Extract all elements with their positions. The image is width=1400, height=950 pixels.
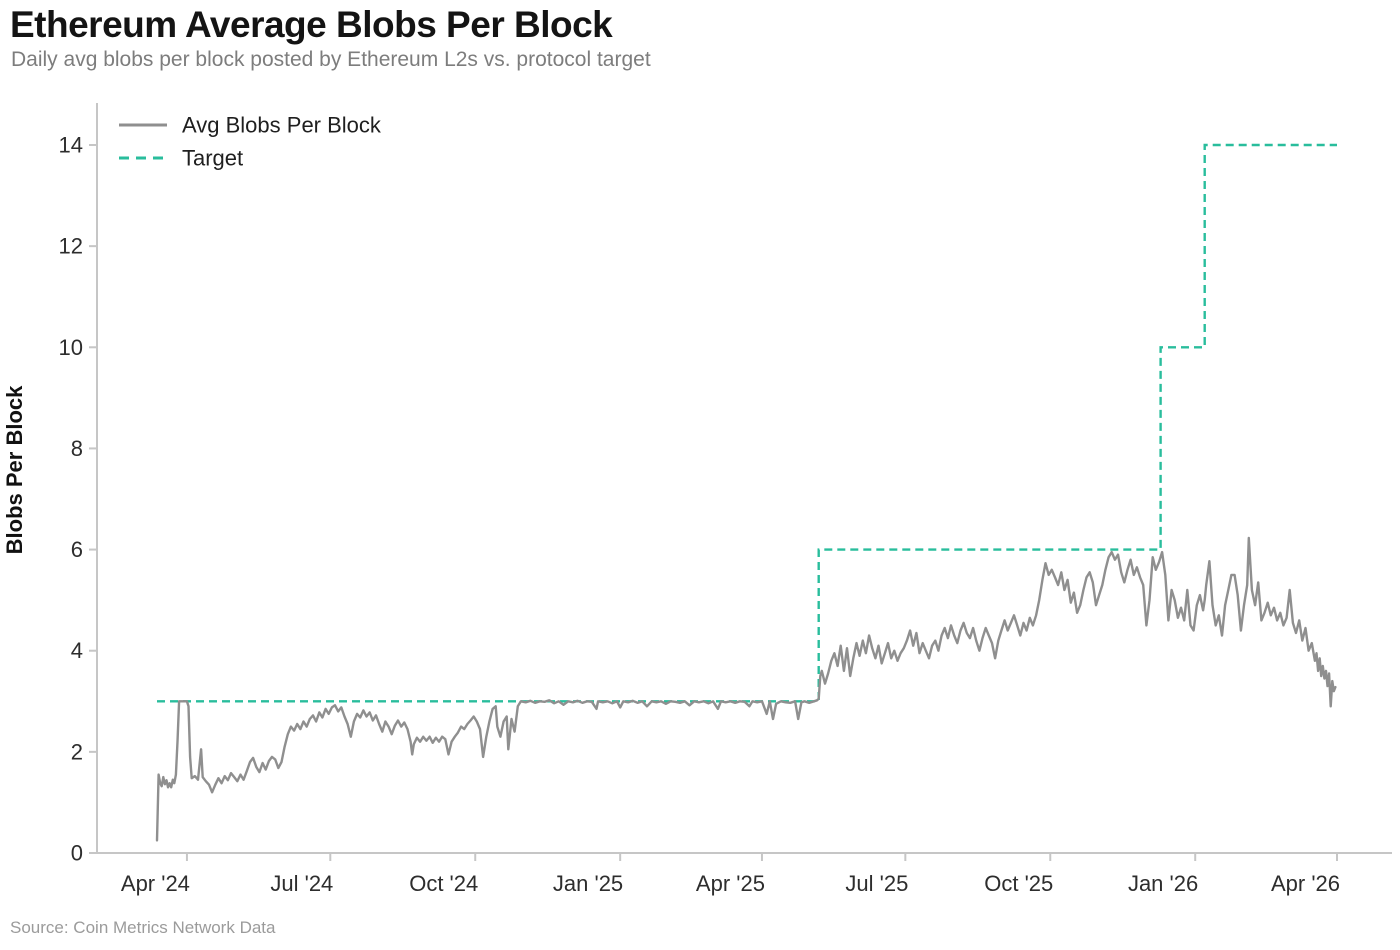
x-tick-label: Apr '26 [1271, 871, 1340, 896]
chart-legend: Avg Blobs Per Block Target [119, 113, 382, 171]
target-line [157, 143, 1337, 703]
legend-avg-label: Avg Blobs Per Block [182, 113, 382, 138]
y-tick-label: 2 [71, 739, 83, 764]
page-subtitle: Daily avg blobs per block posted by Ethe… [11, 48, 651, 71]
x-tick-label: Jan '26 [1128, 871, 1198, 896]
y-tick-label: 4 [71, 638, 83, 663]
legend-target-label: Target [182, 146, 243, 171]
x-tick-label: Apr '24 [121, 871, 190, 896]
series-layer [155, 143, 1337, 842]
y-axis-title: Blobs Per Block [2, 385, 27, 554]
source-note: Source: Coin Metrics Network Data [10, 918, 276, 937]
axes-layer: 0 2 4 6 8 10 12 14 Apr '24 Jul '24 Oct '24 Jan '25 A… [59, 103, 1392, 896]
x-tick-label: Apr '25 [696, 871, 765, 896]
x-tick-label: Oct '24 [409, 871, 478, 896]
x-tick-label: Oct '25 [984, 871, 1053, 896]
x-tick-label: Jul '24 [270, 871, 333, 896]
y-tick-label: 12 [59, 234, 83, 259]
y-tick-label: 6 [71, 537, 83, 562]
y-tick-label: 8 [71, 436, 83, 461]
x-tick-label: Jul '25 [845, 871, 908, 896]
avg-blobs-line [155, 536, 1337, 842]
x-tick-label: Jan '25 [553, 871, 623, 896]
y-tick-label: 0 [71, 841, 83, 866]
page-title: Ethereum Average Blobs Per Block [10, 4, 613, 45]
y-tick-label: 14 [59, 133, 83, 158]
y-tick-label: 10 [59, 335, 83, 360]
